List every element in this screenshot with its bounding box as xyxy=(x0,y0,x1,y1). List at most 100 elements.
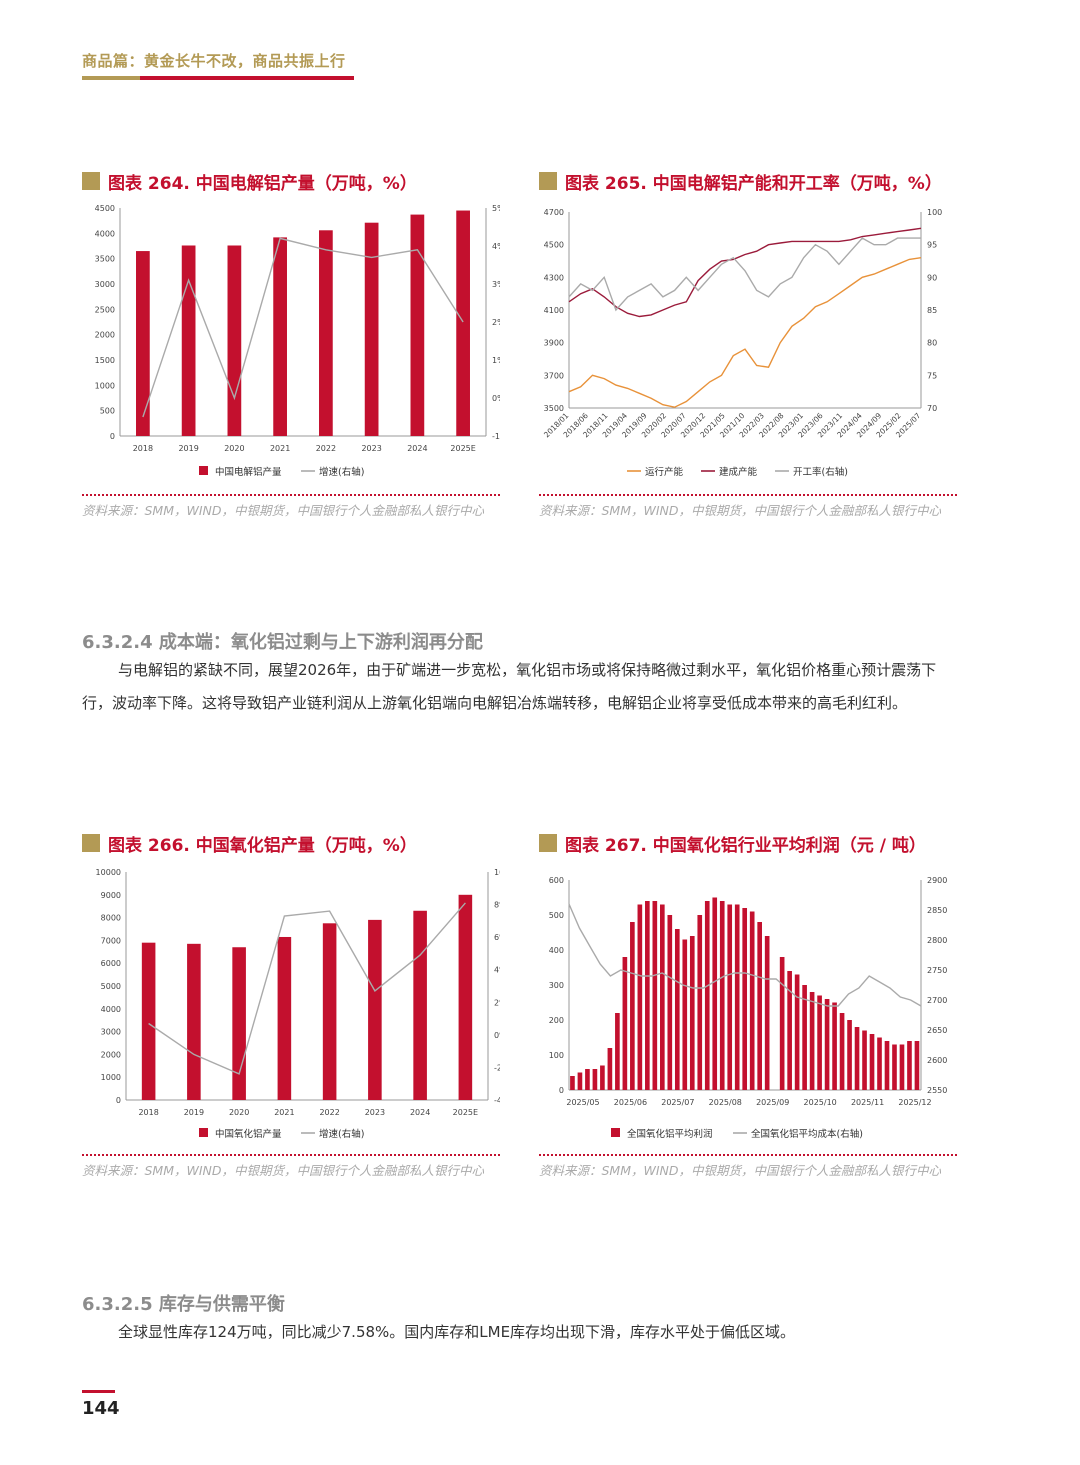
bar xyxy=(824,999,830,1090)
bar xyxy=(592,1069,598,1090)
bar xyxy=(273,237,287,436)
x-tick-label: 2024 xyxy=(407,444,427,453)
y-tick-label-right: 100 xyxy=(927,208,942,217)
chart-title-text: 图表 267. 中国氧化铝行业平均利润（元 / 吨） xyxy=(565,835,926,856)
y-tick-label-right: 2750 xyxy=(927,966,947,975)
bar xyxy=(727,904,733,1090)
y-tick-label-left: 3000 xyxy=(95,280,115,289)
y-tick-label-left: 5000 xyxy=(101,982,121,991)
y-tick-label-left: 1500 xyxy=(95,356,115,365)
bar xyxy=(869,1034,875,1090)
chart-alumina-output: 0 1000 2000 3000 4000 5000 6000 7000 8000 9000 100… xyxy=(96,868,500,1140)
chart-title: 图表 266. 中国氧化铝产量（万吨，%） xyxy=(82,832,417,856)
bar xyxy=(136,251,150,436)
y-tick-label-right: 90 xyxy=(927,273,937,282)
source-divider xyxy=(539,494,957,496)
y-tick-label-left: 10000 xyxy=(96,868,121,877)
bar xyxy=(607,1048,613,1090)
legend-label: 运行产能 xyxy=(645,466,684,478)
x-tick-label: 2021 xyxy=(270,444,290,453)
chart-source: 资料来源：SMM，WIND，中银期货，中国银行个人金融部私人银行中心 xyxy=(82,1163,485,1178)
y-tick-label-left: 0 xyxy=(559,1086,564,1095)
title-square-icon xyxy=(82,834,100,852)
y-tick-label-left: 500 xyxy=(100,407,115,416)
bar xyxy=(697,915,703,1090)
chart-source: 资料来源：SMM，WIND，中银期货，中国银行个人金融部私人银行中心 xyxy=(539,1163,942,1178)
x-tick-label: 2019 xyxy=(178,444,198,453)
section-heading: 6.3.2.4 成本端：氧化铝过剩与上下游利润再分配 xyxy=(82,632,483,653)
y-tick-label-left: 100 xyxy=(549,1051,564,1060)
bar xyxy=(817,995,822,1090)
bar xyxy=(689,936,695,1090)
y-tick-label-left: 3900 xyxy=(544,339,564,348)
x-tick-label: 2022 xyxy=(316,444,336,453)
source-divider xyxy=(539,1154,957,1156)
legend-label: 增速(右轴) xyxy=(319,1128,364,1140)
bar xyxy=(719,901,725,1090)
bar xyxy=(734,904,740,1090)
legend-label: 增速(右轴) xyxy=(319,466,364,478)
y-tick-label-right: 3% xyxy=(492,280,500,289)
y-tick-label-left: 3500 xyxy=(95,255,115,264)
chart-title-text: 图表 266. 中国氧化铝产量（万吨，%） xyxy=(108,835,417,856)
series-line xyxy=(568,257,922,408)
y-tick-label-left: 7000 xyxy=(101,936,121,945)
x-tick-label: 2023 xyxy=(365,1108,385,1117)
legend-label: 中国氧化铝产量 xyxy=(215,1128,282,1140)
header-rule-gold xyxy=(82,76,140,80)
y-tick-label-left: 4500 xyxy=(544,241,564,250)
y-tick-label-left: 2000 xyxy=(95,331,115,340)
y-tick-label-right: 70 xyxy=(927,404,937,413)
chart-alumina-profit: 0 100 200 300 400 500 600 2550 2600 2650 2700 2750 2… xyxy=(549,876,948,1140)
chart-source: 资料来源：SMM，WIND，中银期货，中国银行个人金融部私人银行中心 xyxy=(539,503,942,518)
bar xyxy=(839,1013,845,1090)
bar xyxy=(410,214,425,436)
y-tick-label-right: 2% xyxy=(494,998,500,1007)
y-tick-label-right: 4% xyxy=(494,966,500,975)
bar xyxy=(622,957,628,1090)
title-square-icon xyxy=(539,172,557,190)
bar xyxy=(458,894,473,1100)
header-rule-red xyxy=(140,76,354,80)
y-tick-label-right: -1% xyxy=(492,432,500,441)
bar xyxy=(577,1072,583,1090)
x-tick-label: 2025E xyxy=(453,1108,478,1117)
y-tick-label-right: 2550 xyxy=(927,1086,947,1095)
legend-label: 建成产能 xyxy=(719,466,758,478)
bar xyxy=(787,971,792,1090)
y-tick-label-right: 6% xyxy=(494,933,500,942)
y-tick-label-right: 5% xyxy=(492,204,500,213)
title-square-icon xyxy=(82,172,100,190)
y-tick-label-left: 200 xyxy=(549,1016,564,1025)
legend-label: 全国氧化铝平均成本(右轴) xyxy=(751,1128,863,1140)
section-heading: 6.3.2.5 库存与供需平衡 xyxy=(82,1294,285,1315)
bar xyxy=(364,222,379,436)
bar xyxy=(892,1044,897,1090)
series-line xyxy=(568,237,921,312)
x-tick-label: 2018 xyxy=(133,444,153,453)
y-tick-label-right: 2700 xyxy=(927,996,947,1005)
x-tick-label: 2025/10 xyxy=(804,1098,837,1107)
cost-line xyxy=(568,903,922,1007)
x-tick-label: 2022 xyxy=(319,1108,339,1117)
x-tick-label: 2021 xyxy=(274,1108,294,1117)
page-number: 144 xyxy=(82,1398,120,1419)
bar xyxy=(368,919,382,1100)
x-tick-label: 2025/07 xyxy=(661,1098,694,1107)
y-tick-label-left: 4100 xyxy=(544,306,564,315)
growth-line xyxy=(148,902,466,1075)
legend-label: 中国电解铝产量 xyxy=(215,466,282,478)
bar xyxy=(847,1020,852,1090)
bar xyxy=(600,1065,605,1090)
bar xyxy=(232,947,246,1100)
bar xyxy=(585,1069,590,1090)
bar xyxy=(914,1041,920,1090)
bar xyxy=(652,901,658,1090)
bar xyxy=(645,901,650,1090)
y-tick-label-right: 2900 xyxy=(927,876,947,885)
y-tick-label-left: 0 xyxy=(110,432,115,441)
bar xyxy=(884,1041,890,1090)
legend-swatch xyxy=(199,1128,208,1137)
y-tick-label-left: 0 xyxy=(116,1096,121,1105)
y-tick-label-right: 0% xyxy=(492,394,500,403)
